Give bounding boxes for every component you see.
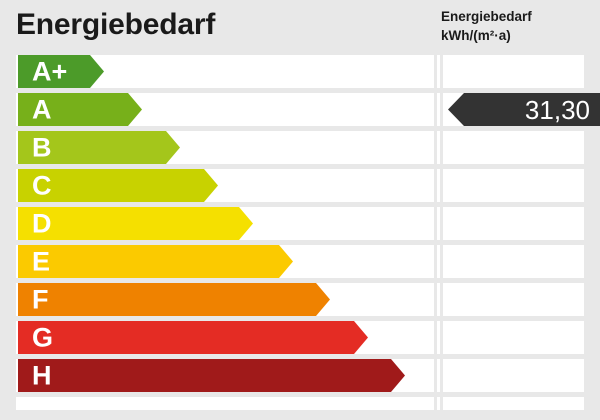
row-separator <box>16 354 584 359</box>
unit-header-label: Energiebedarf <box>441 9 532 24</box>
row-separator <box>16 316 584 321</box>
rating-bar-g: G <box>18 321 368 354</box>
row-separator <box>16 126 584 131</box>
column-divider-right <box>440 52 443 410</box>
row-separator <box>16 202 584 207</box>
rating-bar-shape <box>18 93 142 126</box>
rating-bar-a: A <box>18 93 142 126</box>
row-separator-top <box>16 52 584 55</box>
row-separator <box>16 392 584 397</box>
rating-bar-d: D <box>18 207 253 240</box>
rating-bar-shape <box>18 245 293 278</box>
rating-bar-shape <box>18 359 405 392</box>
unit-header-value: kWh/(m²·a) <box>441 28 511 43</box>
page-title: Energiebedarf <box>16 8 216 41</box>
rating-bar-h: H <box>18 359 405 392</box>
rating-bar-f: F <box>18 283 330 316</box>
rating-bar-c: C <box>18 169 218 202</box>
rating-bar-shape <box>18 283 330 316</box>
unit-header: Energiebedarf kWh/(m²·a) <box>441 7 591 45</box>
chart-header: Energiebedarf Energiebedarf kWh/(m²·a) <box>0 0 600 52</box>
row-separator <box>16 164 584 169</box>
row-separator <box>16 88 584 93</box>
rating-bar-b: B <box>18 131 180 164</box>
rating-bar-shape <box>18 131 180 164</box>
rating-bar-aplus: A+ <box>18 55 104 88</box>
rating-scale-chart: A+ A B C D E F G H 31,30 <box>16 52 600 410</box>
rating-bar-e: E <box>18 245 293 278</box>
rating-bar-shape <box>18 55 104 88</box>
row-separator <box>16 278 584 283</box>
value-marker-shape <box>448 93 600 126</box>
row-separator <box>16 240 584 245</box>
rating-bar-shape <box>18 169 218 202</box>
rating-bar-shape <box>18 321 368 354</box>
rating-bar-shape <box>18 207 253 240</box>
value-marker: 31,30 <box>448 93 600 126</box>
column-divider-left <box>434 52 437 410</box>
